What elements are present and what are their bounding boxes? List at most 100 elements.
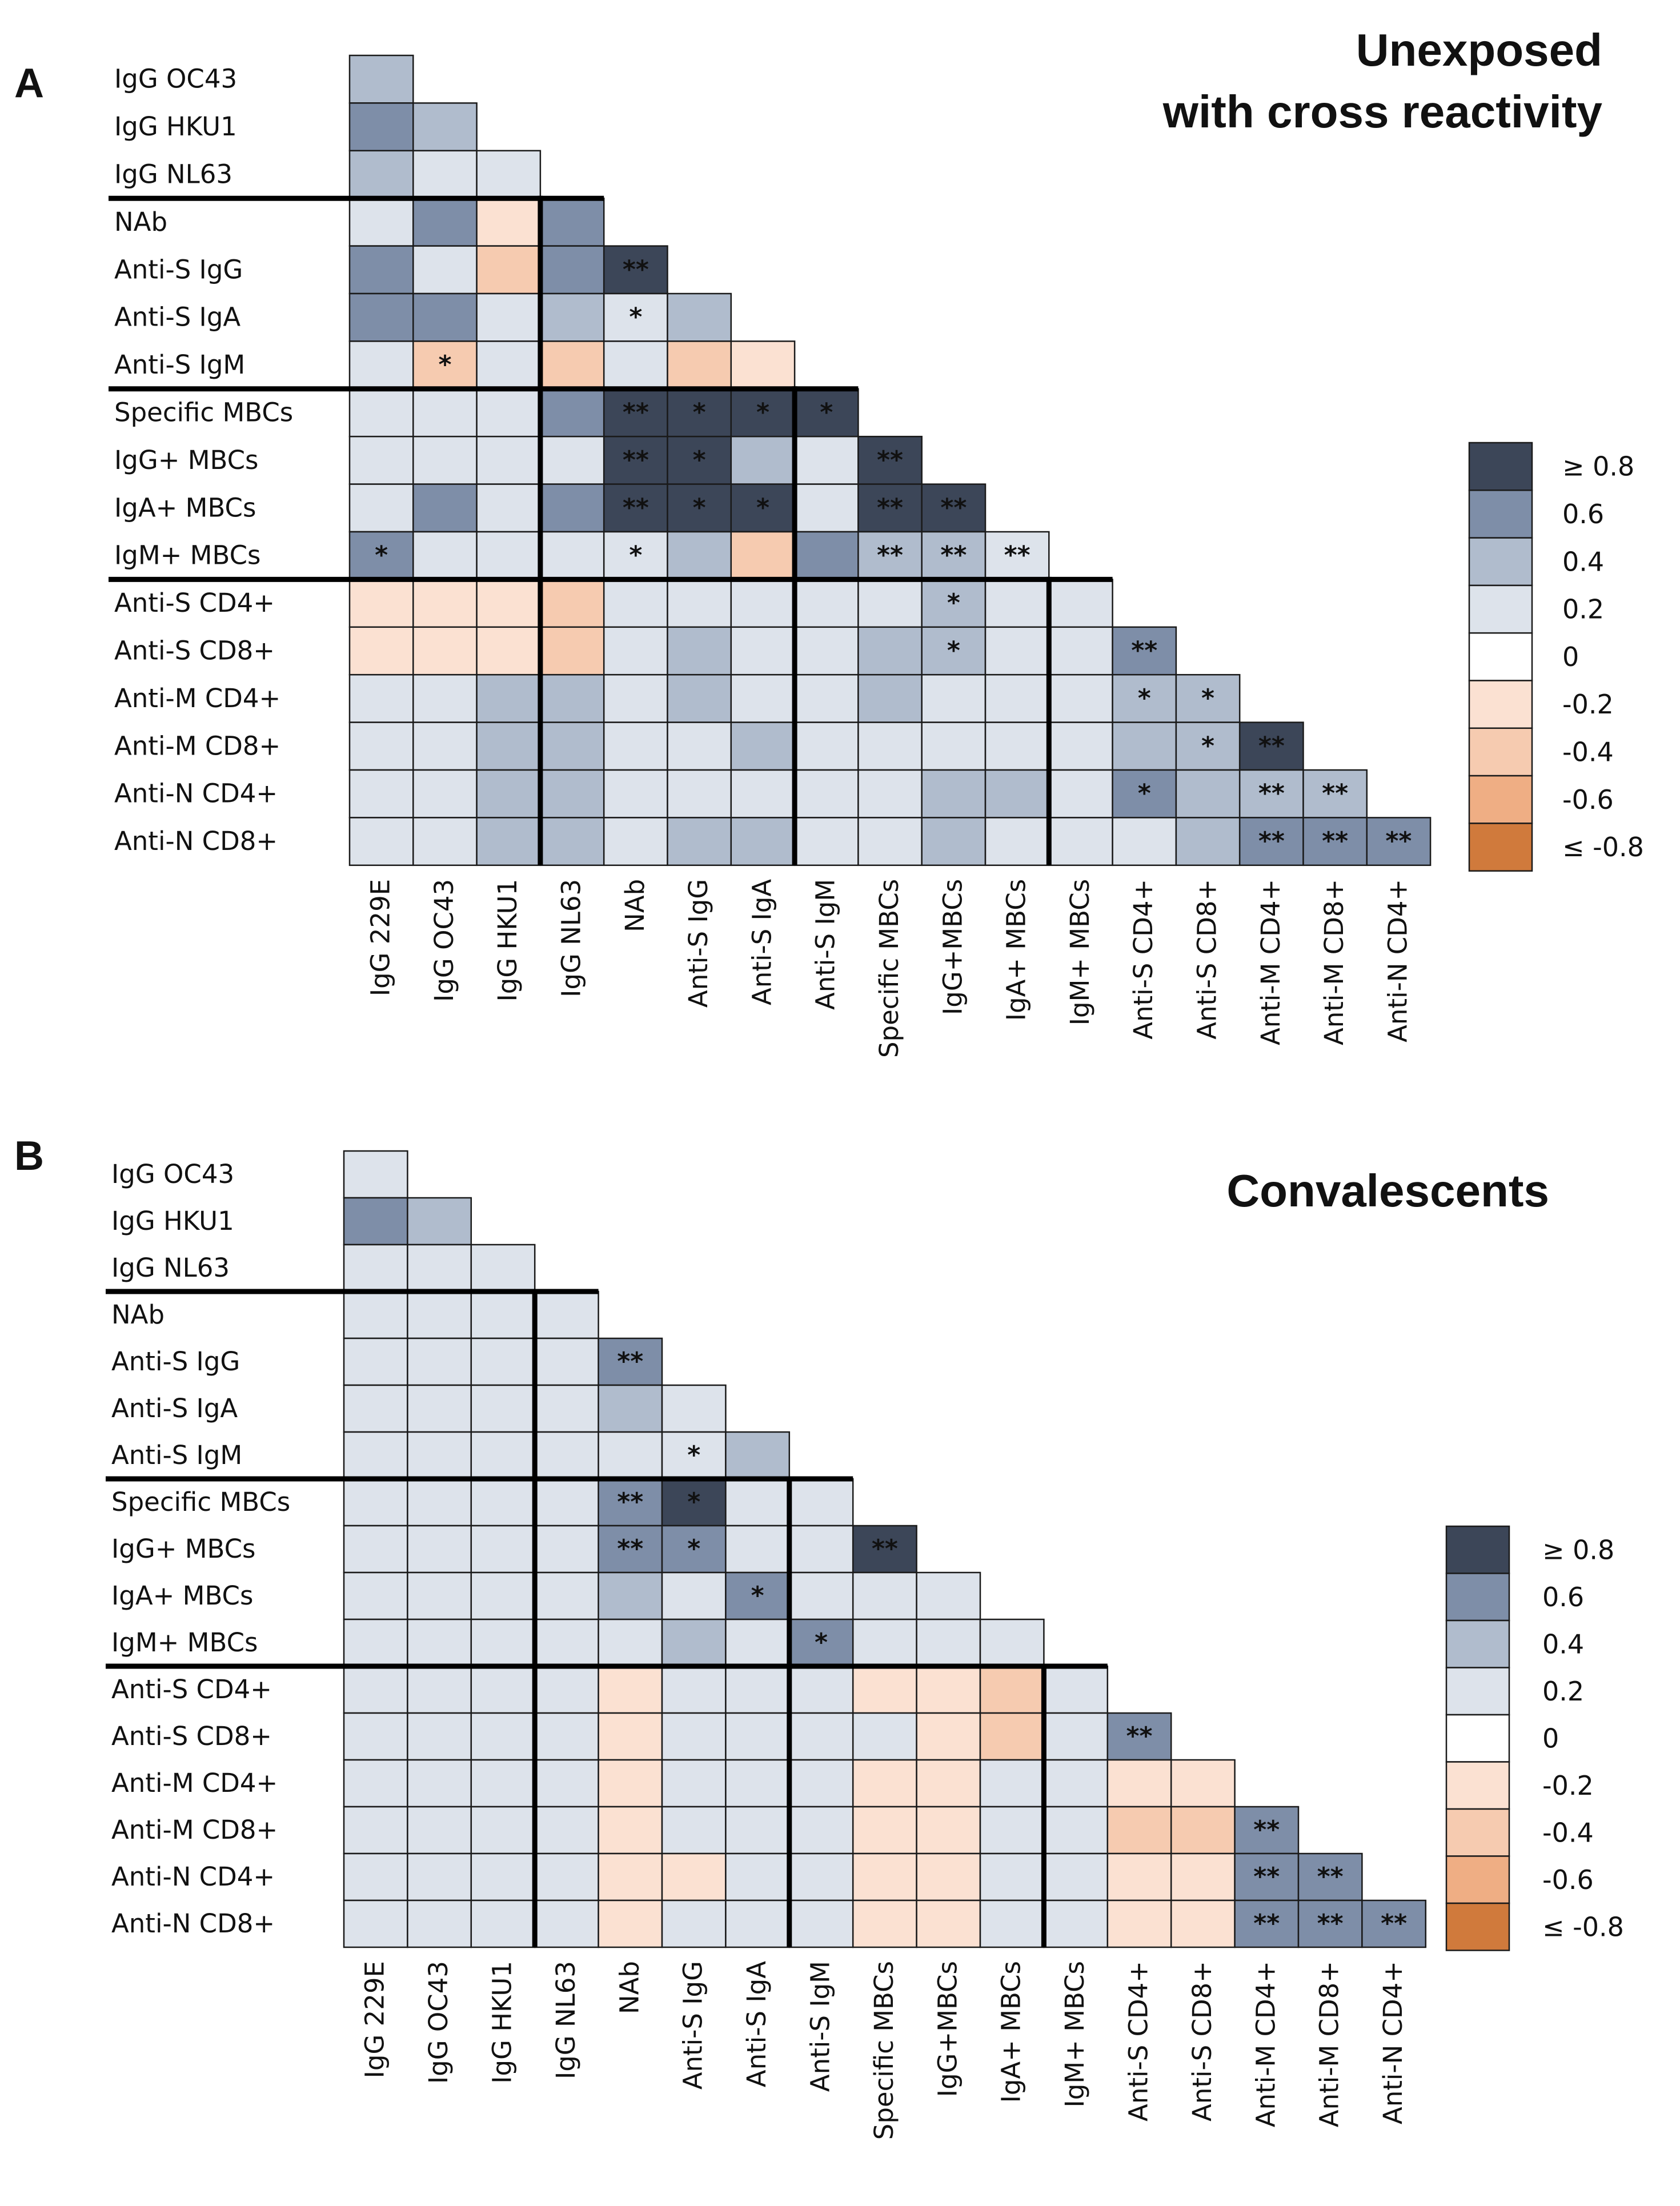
legend-label: 0 bbox=[1542, 1723, 1559, 1754]
heatmap-cell bbox=[534, 1571, 599, 1621]
heatmap-cell bbox=[348, 483, 414, 533]
heatmap-cell bbox=[793, 435, 859, 485]
heatmap-cell bbox=[407, 1665, 472, 1714]
heatmap-cell bbox=[921, 769, 987, 819]
legend-swatch bbox=[1468, 775, 1533, 824]
heatmap-cell bbox=[1043, 1899, 1109, 1948]
heatmap-cell bbox=[476, 531, 542, 580]
panel-letter: A bbox=[14, 61, 44, 106]
heatmap-cell bbox=[407, 1197, 472, 1246]
heatmap-cell bbox=[539, 817, 605, 867]
heatmap-cell bbox=[407, 1525, 472, 1574]
heatmap-cell bbox=[852, 1618, 917, 1667]
significance-mark: * bbox=[1138, 779, 1151, 808]
heatmap-cell bbox=[603, 673, 668, 723]
significance-mark: ** bbox=[1126, 1722, 1152, 1751]
row-label: Specific MBCs bbox=[111, 1487, 290, 1517]
heatmap-cell bbox=[1043, 1806, 1109, 1855]
panel-title-line: Convalescents bbox=[1226, 1165, 1549, 1216]
heatmap-cell bbox=[539, 292, 605, 342]
heatmap-cell bbox=[348, 292, 414, 342]
heatmap-cell bbox=[1361, 1899, 1427, 1948]
heatmap-cell bbox=[916, 1899, 981, 1948]
heatmap-cell bbox=[1112, 817, 1177, 867]
row-label: IgG HKU1 bbox=[111, 1206, 234, 1236]
heatmap-cell bbox=[1234, 1852, 1300, 1902]
heatmap-cell bbox=[348, 579, 414, 628]
heatmap-cell bbox=[412, 197, 478, 247]
heatmap-cell bbox=[348, 435, 414, 485]
heatmap-cell bbox=[661, 1571, 727, 1621]
significance-mark: ** bbox=[1253, 1815, 1280, 1844]
heatmap-cell bbox=[476, 150, 542, 199]
column-label: IgG+MBCs bbox=[932, 1961, 963, 2097]
significance-mark: ** bbox=[1253, 1862, 1280, 1891]
heatmap-cell bbox=[661, 1384, 727, 1433]
column-label: Anti-S CD4+ bbox=[1124, 1961, 1154, 2121]
row-label: Anti-S IgM bbox=[111, 1440, 242, 1470]
heatmap-cell bbox=[667, 769, 732, 819]
heatmap-cell bbox=[470, 1337, 536, 1386]
heatmap-cell bbox=[725, 1712, 791, 1761]
heatmap-cell bbox=[476, 340, 542, 390]
heatmap-cell bbox=[1170, 1852, 1236, 1902]
significance-mark: * bbox=[815, 1628, 828, 1657]
row-label: Anti-M CD8+ bbox=[111, 1815, 278, 1845]
heatmap-cell bbox=[539, 626, 605, 676]
column-label: Anti-S IgG bbox=[678, 1961, 708, 2089]
heatmap-cell bbox=[1106, 1806, 1172, 1855]
heatmap-cell bbox=[857, 626, 923, 676]
row-label: Anti-S CD4+ bbox=[114, 588, 275, 618]
heatmap-cell bbox=[470, 1852, 536, 1902]
column-label: Anti-M CD8+ bbox=[1314, 1961, 1345, 2127]
row-label: Anti-N CD8+ bbox=[114, 826, 278, 856]
column-label: Anti-M CD8+ bbox=[1319, 879, 1349, 1045]
heatmap-cell bbox=[470, 1525, 536, 1574]
heatmap-cell bbox=[470, 1384, 536, 1433]
significance-mark: * bbox=[693, 493, 706, 522]
heatmap-cell bbox=[916, 1712, 981, 1761]
significance-mark: ** bbox=[940, 493, 967, 522]
heatmap-cell bbox=[1048, 721, 1113, 771]
heatmap-cell bbox=[407, 1244, 472, 1293]
column-label: IgG NL63 bbox=[551, 1961, 581, 2079]
heatmap-cell bbox=[534, 1899, 599, 1948]
heatmap-cell bbox=[476, 721, 542, 771]
column-label: IgG OC43 bbox=[429, 879, 459, 1002]
heatmap-cell bbox=[539, 197, 605, 247]
row-label: IgG+ MBCs bbox=[111, 1534, 256, 1564]
row-label: IgG+ MBCs bbox=[114, 445, 259, 475]
heatmap-cell bbox=[852, 1852, 917, 1902]
heatmap-cell bbox=[603, 292, 668, 342]
heatmap-cell bbox=[1170, 1806, 1236, 1855]
heatmap-cell bbox=[603, 579, 668, 628]
heatmap-cell bbox=[348, 531, 414, 580]
heatmap-cell bbox=[598, 1712, 663, 1761]
significance-mark: * bbox=[629, 541, 642, 570]
row-label: Anti-S IgA bbox=[114, 302, 240, 332]
legend-label: -0.6 bbox=[1542, 1864, 1594, 1895]
column-label: IgM+ MBCs bbox=[1060, 1961, 1090, 2107]
heatmap-cell bbox=[667, 340, 732, 390]
column-label: Anti-S IgG bbox=[683, 879, 713, 1008]
heatmap-cell bbox=[661, 1806, 727, 1855]
heatmap-cell bbox=[407, 1712, 472, 1761]
heatmap-cell bbox=[667, 817, 732, 867]
legend-label: -0.4 bbox=[1542, 1817, 1594, 1848]
heatmap-cell bbox=[470, 1290, 536, 1339]
panel-title-line: with cross reactivity bbox=[1162, 86, 1603, 137]
row-label: IgG NL63 bbox=[111, 1253, 230, 1283]
column-label: IgG 229E bbox=[360, 1961, 390, 2078]
heatmap-cell bbox=[1112, 769, 1177, 819]
legend-label: 0.2 bbox=[1562, 594, 1604, 625]
legend-label: 0.4 bbox=[1562, 546, 1604, 577]
heatmap-cell bbox=[979, 1712, 1045, 1761]
heatmap-cell bbox=[1112, 721, 1177, 771]
heatmap-cell bbox=[788, 1899, 854, 1948]
heatmap-cell bbox=[1048, 817, 1113, 867]
heatmap-cell bbox=[1234, 1899, 1300, 1948]
heatmap-cell bbox=[476, 769, 542, 819]
heatmap-cell bbox=[979, 1806, 1045, 1855]
heatmap-cell bbox=[412, 769, 478, 819]
